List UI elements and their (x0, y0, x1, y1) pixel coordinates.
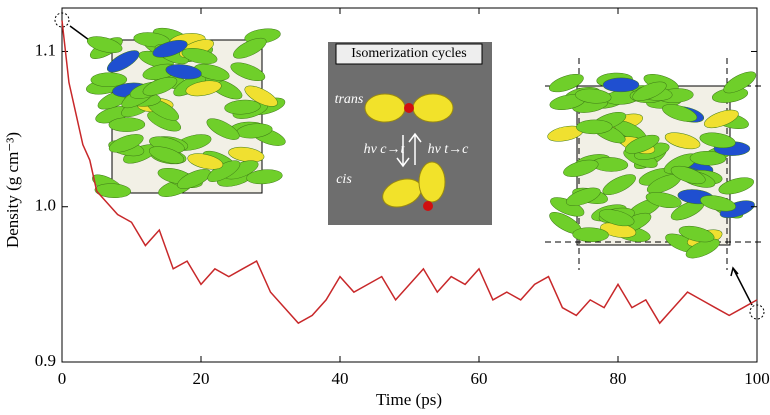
y-tick-label: 1.0 (35, 196, 56, 215)
molecule (624, 134, 660, 154)
scheme-title-box (335, 43, 483, 65)
molecule (565, 187, 601, 206)
x-tick-label: 80 (610, 369, 627, 388)
molecule (412, 93, 454, 123)
molecule (187, 153, 224, 170)
molecule (108, 117, 146, 132)
molecule (148, 146, 185, 164)
arrow (730, 266, 753, 306)
molecule (230, 62, 266, 81)
molecule (246, 169, 283, 185)
molecule (224, 99, 261, 115)
molecule (699, 132, 736, 149)
molecule (423, 201, 433, 211)
annotation: hν c→t (364, 142, 406, 157)
x-tick-label: 40 (332, 369, 349, 388)
x-tick-label: 60 (471, 369, 488, 388)
molecule (165, 64, 202, 80)
x-tick-label: 100 (744, 369, 770, 388)
x-tick-label: 20 (193, 369, 210, 388)
annotation: cis (336, 172, 352, 187)
molecule (152, 39, 188, 58)
molecule (576, 119, 613, 135)
molecule (689, 150, 727, 166)
molecule (602, 77, 640, 93)
molecule (645, 191, 682, 209)
molecule (244, 85, 278, 107)
molecule (404, 103, 414, 113)
molecule (598, 209, 635, 227)
equilibrium-arrow (396, 132, 422, 168)
molecule (632, 81, 667, 101)
y-axis-label: Density (g cm⁻³) (3, 132, 22, 248)
molecule (670, 165, 706, 185)
annotation: trans (335, 92, 364, 107)
insets (54, 12, 765, 320)
annotation: hν t→c (428, 142, 470, 157)
molecule (685, 238, 720, 259)
molecule (664, 132, 701, 150)
molecule (108, 134, 144, 153)
molecule (364, 93, 406, 123)
marker-circle (749, 304, 765, 320)
molecule (572, 227, 609, 242)
molecule (233, 37, 267, 59)
molecule (106, 50, 140, 73)
molecule (94, 183, 132, 198)
molecule (142, 77, 178, 96)
molecule (177, 169, 212, 189)
molecule (703, 109, 739, 129)
x-tick-label: 0 (58, 369, 67, 388)
molecule (181, 47, 218, 65)
annotation: Isomerization cycles (351, 46, 466, 61)
data-line (61, 20, 758, 325)
y-tick-label: 0.9 (35, 351, 56, 370)
molecule (718, 177, 754, 195)
molecule (86, 36, 123, 54)
molecule (662, 104, 698, 122)
molecule (185, 80, 222, 97)
molecule (602, 174, 636, 196)
molecule (206, 118, 240, 140)
molecule (575, 88, 612, 104)
molecule (418, 161, 446, 203)
molecule (678, 225, 715, 243)
molecule (719, 200, 755, 219)
plot-frame (61, 7, 758, 363)
y-tick-label: 1.1 (35, 40, 56, 59)
x-axis-label: Time (ps) (376, 390, 442, 409)
molecule (723, 71, 757, 94)
molecule (548, 73, 584, 93)
molecule (700, 195, 736, 212)
molecule (90, 72, 128, 87)
molecule (563, 159, 599, 177)
